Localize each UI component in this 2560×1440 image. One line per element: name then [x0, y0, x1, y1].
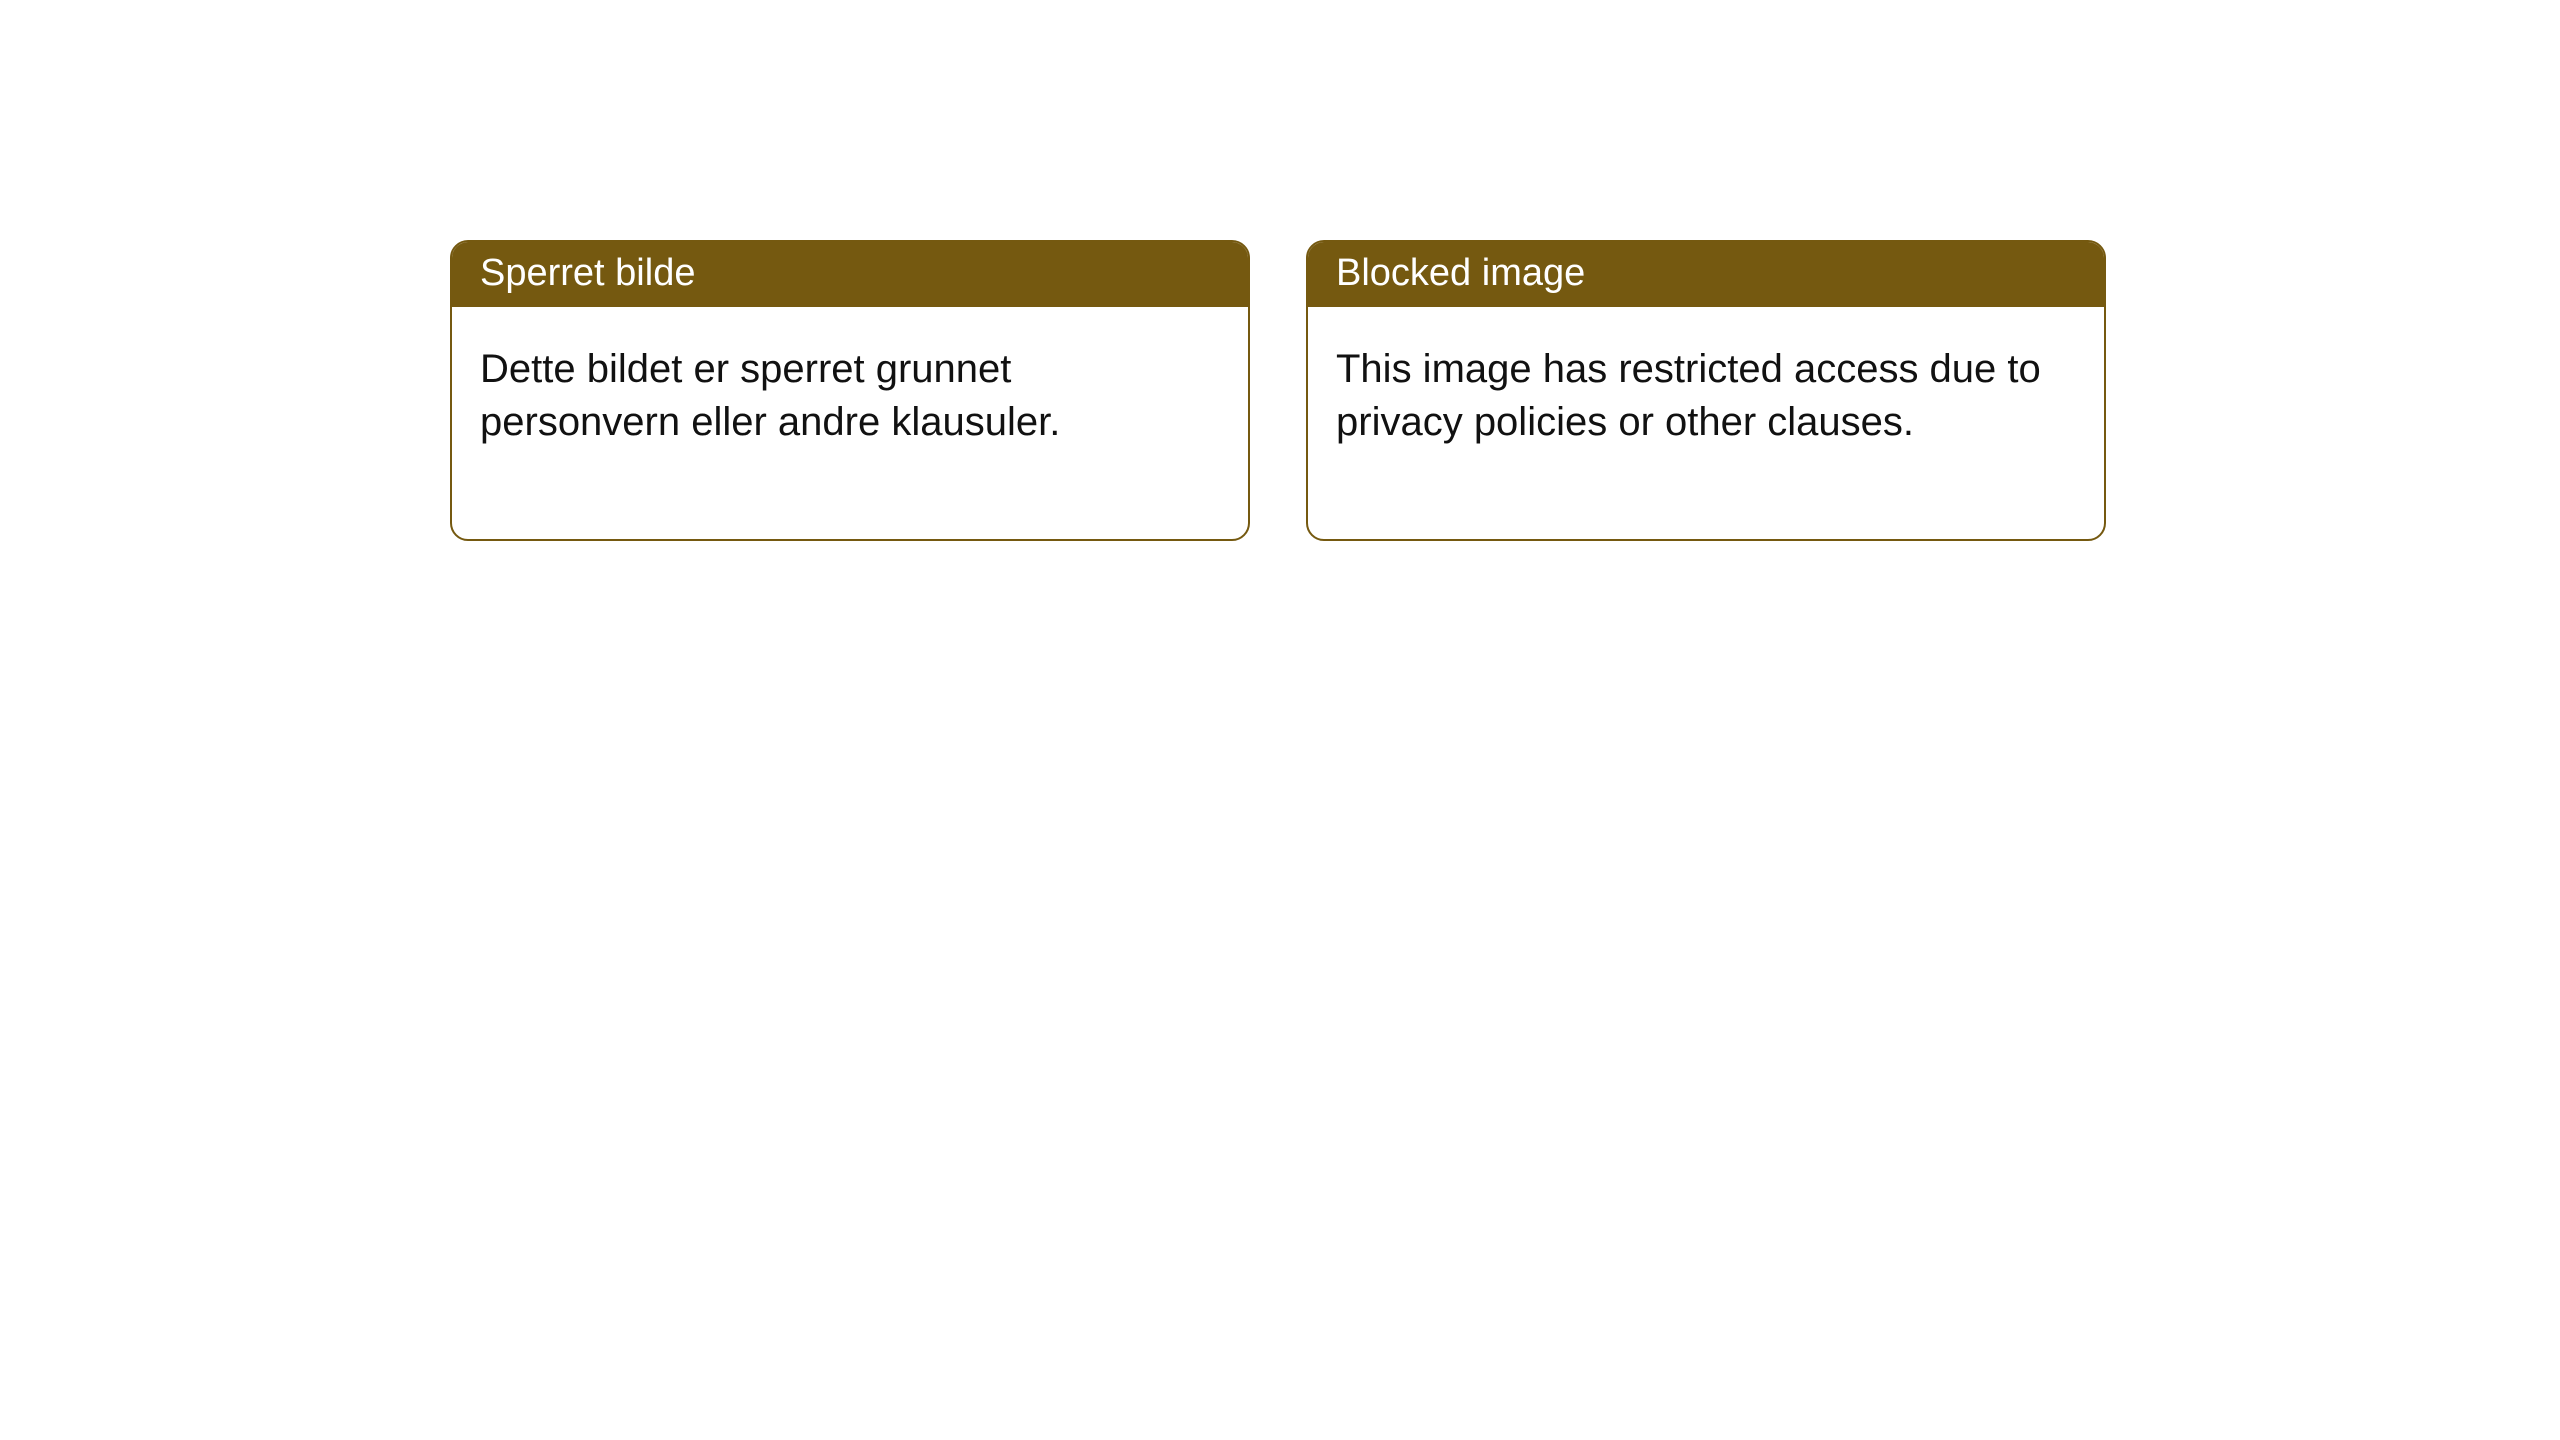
- notice-card-header: Sperret bilde: [452, 242, 1248, 307]
- notice-card-text: Dette bildet er sperret grunnet personve…: [480, 347, 1060, 444]
- notice-card-body: This image has restricted access due to …: [1308, 307, 2104, 539]
- notice-card-text: This image has restricted access due to …: [1336, 347, 2041, 444]
- notice-card-title: Sperret bilde: [480, 252, 695, 294]
- notice-card-norwegian: Sperret bilde Dette bildet er sperret gr…: [450, 240, 1250, 541]
- notice-card-header: Blocked image: [1308, 242, 2104, 307]
- notice-cards-container: Sperret bilde Dette bildet er sperret gr…: [450, 240, 2106, 541]
- notice-card-title: Blocked image: [1336, 252, 1585, 294]
- notice-card-english: Blocked image This image has restricted …: [1306, 240, 2106, 541]
- notice-card-body: Dette bildet er sperret grunnet personve…: [452, 307, 1248, 539]
